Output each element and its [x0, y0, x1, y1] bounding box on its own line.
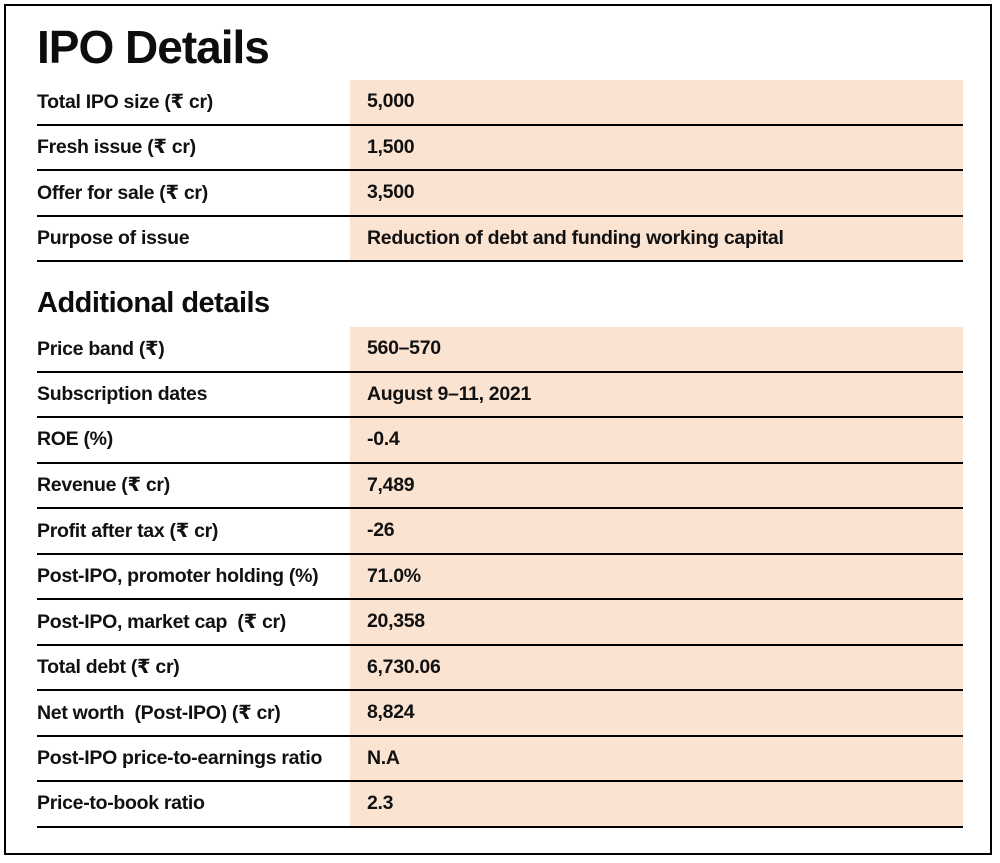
- row-value: 2.3: [350, 782, 963, 826]
- table-row: Net worth (Post-IPO) (₹ cr) 8,824: [37, 691, 963, 737]
- row-label: Price band (₹): [37, 327, 350, 371]
- table-row: Subscription dates August 9–11, 2021: [37, 372, 963, 418]
- row-value: 1,500: [350, 125, 963, 169]
- table-row: Price band (₹) 560–570: [37, 327, 963, 373]
- row-label: Revenue (₹ cr): [37, 463, 350, 507]
- ipo-details-table: Total IPO size (₹ cr) 5,000 Fresh issue (₹…: [37, 80, 963, 262]
- row-label: Purpose of issue: [37, 216, 350, 260]
- table-row: Total debt (₹ cr) 6,730.06: [37, 645, 963, 691]
- row-value: 20,358: [350, 600, 963, 644]
- section-ipo-details: IPO Details Total IPO size (₹ cr) 5,000 Fr…: [37, 22, 963, 262]
- row-label: Total IPO size (₹ cr): [37, 80, 350, 124]
- table-row: Purpose of issue Reduction of debt and fu…: [37, 216, 963, 262]
- row-value: August 9–11, 2021: [350, 372, 963, 416]
- row-label: Price-to-book ratio: [37, 782, 350, 826]
- row-value: -26: [350, 509, 963, 553]
- table-row: Revenue (₹ cr) 7,489: [37, 463, 963, 509]
- table-row: Post-IPO price-to-earnings ratio N.A: [37, 736, 963, 782]
- row-label: Post-IPO, promoter holding (%): [37, 554, 350, 598]
- table-row: Price-to-book ratio 2.3: [37, 782, 963, 828]
- card-content: IPO Details Total IPO size (₹ cr) 5,000 Fr…: [6, 22, 990, 828]
- ipo-details-card: IPO Details Total IPO size (₹ cr) 5,000 Fr…: [4, 4, 992, 855]
- table-row: Fresh issue (₹ cr) 1,500: [37, 125, 963, 171]
- table-row: Total IPO size (₹ cr) 5,000: [37, 80, 963, 126]
- row-value: 3,500: [350, 171, 963, 215]
- row-value: 5,000: [350, 80, 963, 124]
- row-value: Reduction of debt and funding working ca…: [350, 216, 963, 260]
- row-label: Net worth (Post-IPO) (₹ cr): [37, 691, 350, 735]
- table-row: Profit after tax (₹ cr) -26: [37, 509, 963, 555]
- row-value: 8,824: [350, 691, 963, 735]
- row-value: 7,489: [350, 463, 963, 507]
- table-row: ROE (%) -0.4: [37, 418, 963, 464]
- row-label: Subscription dates: [37, 372, 350, 416]
- row-value: 71.0%: [350, 554, 963, 598]
- row-value: N.A: [350, 736, 963, 780]
- section-title: Additional details: [37, 287, 270, 319]
- table-row: Offer for sale (₹ cr) 3,500: [37, 171, 963, 217]
- row-value: 560–570: [350, 327, 963, 371]
- row-value: -0.4: [350, 418, 963, 462]
- table-row: Post-IPO, promoter holding (%) 71.0%: [37, 554, 963, 600]
- section-additional-details: Additional details Price band (₹) 560–570…: [37, 288, 963, 828]
- row-label: Total debt (₹ cr): [37, 645, 350, 689]
- row-label: ROE (%): [37, 418, 350, 462]
- additional-details-table: Price band (₹) 560–570 Subscription dates A…: [37, 327, 963, 828]
- row-label: Offer for sale (₹ cr): [37, 171, 350, 215]
- row-label: Profit after tax (₹ cr): [37, 509, 350, 553]
- table-row: Post-IPO, market cap (₹ cr) 20,358: [37, 600, 963, 646]
- row-value: 6,730.06: [350, 645, 963, 689]
- row-label: Post-IPO price-to-earnings ratio: [37, 736, 350, 780]
- row-label: Fresh issue (₹ cr): [37, 125, 350, 169]
- page-title: IPO Details: [37, 21, 270, 73]
- row-label: Post-IPO, market cap (₹ cr): [37, 600, 350, 644]
